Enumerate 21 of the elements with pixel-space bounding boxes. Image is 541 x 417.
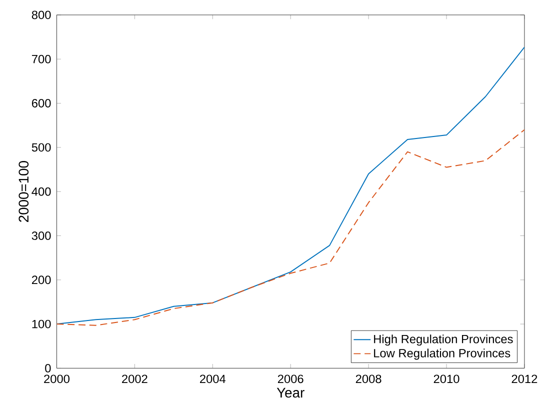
x-tick-label: 2004 bbox=[200, 374, 226, 384]
y-tick-label: 200 bbox=[32, 276, 51, 284]
legend-label: High Regulation Provinces bbox=[374, 334, 513, 346]
y-axis-title: 2000=100 bbox=[18, 161, 29, 222]
x-tick-label: 2008 bbox=[356, 374, 382, 384]
y-tick-label: 500 bbox=[32, 143, 51, 152]
y-tick-label: 100 bbox=[32, 320, 51, 328]
line-series bbox=[56, 129, 524, 326]
y-tick-label: 400 bbox=[32, 187, 51, 196]
y-tick-label: 300 bbox=[32, 232, 51, 240]
y-tick-label: 700 bbox=[32, 54, 51, 64]
x-axis-title: Year bbox=[276, 388, 304, 398]
y-tick-label: 800 bbox=[32, 10, 51, 20]
y-tick-label: 0 bbox=[45, 364, 51, 372]
y-tick-label: 600 bbox=[32, 99, 51, 108]
x-tick-label: 2006 bbox=[278, 374, 304, 384]
x-tick-label: 2002 bbox=[122, 374, 148, 384]
legend-label: Low Regulation Provinces bbox=[374, 348, 510, 360]
x-tick-label: 2010 bbox=[434, 374, 460, 384]
x-tick-label: 2000 bbox=[44, 374, 70, 384]
x-tick-label: 2012 bbox=[512, 374, 538, 384]
